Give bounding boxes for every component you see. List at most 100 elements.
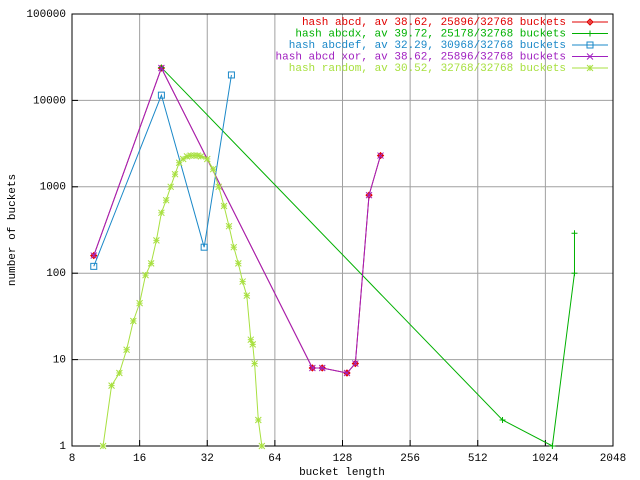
marker	[203, 155, 211, 163]
legend-label: hash random, av 30.52, 32768/32768 bucke…	[289, 63, 566, 75]
marker-stroke	[90, 252, 98, 259]
marker	[116, 369, 123, 377]
y-tick-label: 10000	[33, 95, 66, 107]
marker	[571, 270, 578, 277]
y-axis-label: number of buckets	[7, 174, 19, 286]
marker-stroke	[251, 360, 258, 367]
marker	[179, 155, 187, 163]
marker-stroke	[586, 53, 594, 60]
marker-square	[227, 71, 235, 79]
marker-stroke	[179, 155, 187, 163]
x-tick-label: 64	[268, 453, 282, 465]
marker	[225, 222, 233, 230]
y-tick-label: 100000	[26, 9, 66, 21]
marker	[123, 346, 130, 354]
marker-stroke	[116, 369, 123, 377]
marker-stroke	[351, 360, 359, 367]
legend-label: hash abcdef, av 32.29, 30968/32768 bucke…	[289, 40, 566, 52]
x-tick-label: 256	[400, 453, 420, 465]
marker	[258, 442, 266, 450]
marker	[318, 364, 326, 372]
x-tick-label: 16	[133, 453, 146, 465]
marker	[220, 202, 228, 210]
marker	[158, 64, 165, 72]
marker	[90, 262, 98, 270]
marker	[230, 243, 238, 251]
marker	[162, 196, 170, 204]
marker-stroke	[225, 222, 233, 230]
marker	[234, 260, 242, 267]
marker	[239, 278, 247, 285]
legend-label: hash abcdx, av 39.72, 25178/32768 bucket…	[295, 28, 566, 40]
marker	[147, 260, 155, 267]
marker-square	[157, 91, 165, 99]
marker-stroke	[197, 153, 205, 160]
marker	[586, 53, 594, 60]
marker-stroke	[167, 183, 175, 191]
marker	[167, 183, 175, 191]
marker-stroke	[162, 196, 170, 204]
marker-stroke	[234, 260, 242, 267]
x-tick-label: 1024	[532, 453, 559, 465]
y-tick-label: 1000	[40, 182, 66, 194]
marker-stroke	[309, 364, 316, 372]
marker	[499, 416, 506, 423]
marker	[343, 369, 351, 377]
marker-square	[200, 243, 208, 251]
marker-stroke	[203, 155, 211, 163]
x-tick-label: 2048	[600, 453, 626, 465]
marker	[309, 364, 316, 372]
marker	[586, 64, 594, 72]
marker	[142, 271, 149, 279]
marker-stroke	[123, 346, 130, 354]
marker-stroke	[147, 260, 155, 267]
x-tick-label: 512	[468, 453, 488, 465]
marker-stroke	[365, 191, 373, 199]
marker	[99, 442, 107, 450]
y-tick-label: 1	[59, 441, 66, 453]
marker-stroke	[230, 243, 238, 251]
marker-stroke	[318, 364, 326, 372]
marker-stroke	[194, 152, 201, 159]
marker-stroke	[243, 292, 251, 299]
marker-stroke	[586, 64, 594, 72]
marker-stroke	[158, 64, 165, 72]
marker-stroke	[215, 183, 223, 191]
marker	[171, 170, 179, 178]
series-line	[93, 66, 382, 374]
marker-stroke	[136, 299, 143, 307]
series-line	[102, 155, 263, 447]
marker	[157, 91, 165, 99]
marker-stroke	[258, 442, 266, 450]
marker-stroke	[129, 317, 137, 325]
marker-stroke	[108, 382, 115, 389]
marker	[136, 299, 143, 307]
marker-diamond	[351, 359, 360, 368]
marker-stroke	[247, 336, 255, 344]
marker-stroke	[99, 442, 107, 450]
marker	[377, 152, 384, 159]
marker-stroke	[142, 271, 149, 279]
x-tick-label: 32	[201, 453, 214, 465]
marker	[351, 360, 359, 367]
series-line	[93, 74, 232, 267]
marker	[571, 230, 578, 237]
marker	[243, 292, 251, 299]
marker	[549, 443, 556, 449]
series-line	[93, 66, 382, 374]
marker-stroke	[249, 341, 257, 348]
marker	[227, 71, 235, 79]
marker-stroke	[254, 416, 262, 424]
marker	[108, 382, 115, 389]
marker-square	[90, 262, 98, 270]
marker-diamond	[90, 251, 98, 260]
marker-stroke	[239, 278, 247, 285]
marker	[586, 18, 594, 26]
legend-label: hash abcd xor, av 38.62, 25896/32768 buc…	[276, 51, 566, 63]
marker-square	[586, 41, 594, 49]
marker	[249, 341, 257, 348]
marker	[197, 153, 205, 160]
marker-stroke	[171, 170, 179, 178]
y-tick-label: 10	[53, 355, 66, 367]
